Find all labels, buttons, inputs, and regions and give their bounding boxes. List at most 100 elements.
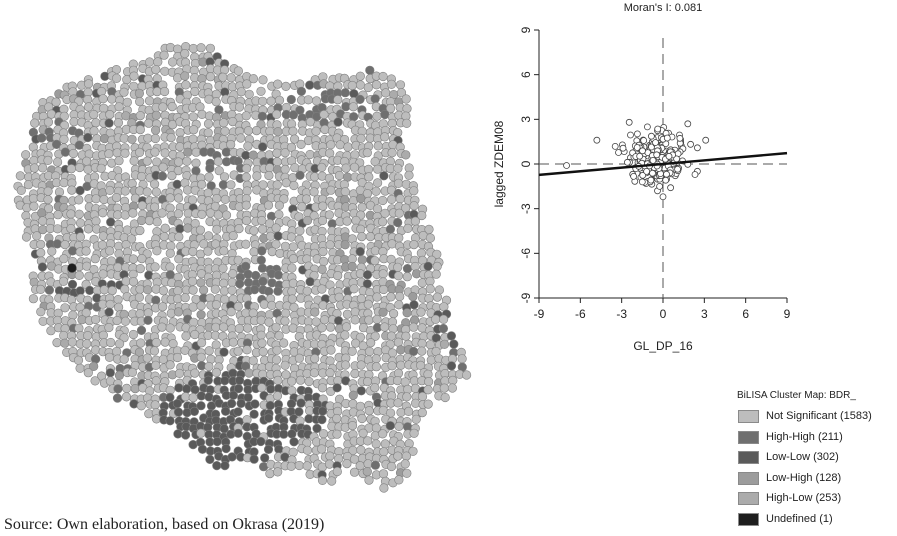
map-unit [107, 286, 117, 296]
map-unit [332, 429, 342, 439]
map-unit [423, 385, 433, 395]
map-unit [205, 72, 216, 82]
scatter-point [653, 151, 661, 159]
map-unit [423, 399, 433, 409]
map-unit [158, 102, 168, 112]
map-unit [59, 111, 69, 121]
map-unit [226, 180, 236, 190]
chart-title: Moran's I: 0.081 [624, 2, 703, 14]
map-unit [134, 292, 144, 302]
map-unit [90, 345, 101, 355]
map-unit [272, 109, 282, 119]
map-unit [104, 118, 114, 128]
map-unit [265, 163, 275, 173]
map-unit [122, 97, 132, 107]
x-tick-label: 3 [701, 307, 708, 321]
map-unit [325, 451, 335, 461]
map-unit [249, 454, 259, 464]
map-unit [249, 247, 259, 257]
map-unit [302, 215, 313, 226]
map-unit [98, 330, 108, 340]
map-unit [205, 163, 215, 173]
map-unit [135, 147, 145, 157]
map-unit [394, 300, 404, 310]
map-unit [252, 126, 262, 136]
map-unit [220, 461, 230, 471]
map-unit [350, 150, 360, 160]
map-unit [257, 338, 267, 348]
map-unit [242, 345, 252, 355]
map-unit [341, 322, 352, 332]
map-unit [287, 376, 297, 386]
map-unit [267, 247, 277, 257]
map-unit [173, 407, 184, 417]
map-unit [106, 256, 116, 266]
map-unit [251, 270, 261, 281]
map-unit [175, 142, 185, 152]
map-unit [226, 139, 236, 150]
map-unit [417, 278, 427, 288]
map-unit [173, 286, 183, 296]
map-unit [385, 421, 395, 431]
map-unit [311, 126, 321, 136]
scatter-point [663, 134, 671, 142]
map-unit [197, 179, 207, 189]
map-unit [309, 368, 320, 378]
map-unit [332, 466, 342, 477]
map-unit [274, 331, 284, 341]
map-unit [395, 194, 405, 204]
map-unit [189, 406, 199, 417]
map-unit [210, 284, 220, 294]
map-unit [289, 437, 299, 447]
map-unit [152, 246, 162, 256]
map-unit [386, 79, 397, 89]
map-unit [119, 133, 129, 143]
map-unit [425, 340, 436, 350]
y-tick-label: 9 [519, 26, 533, 33]
map-unit [98, 231, 108, 241]
scatter-point [633, 130, 641, 138]
map-unit [402, 264, 413, 274]
map-unit [395, 80, 406, 90]
map-unit [371, 439, 381, 449]
map-unit [83, 331, 93, 341]
map-unit [30, 118, 40, 128]
legend-swatch [738, 512, 759, 526]
map-unit [366, 338, 376, 348]
scatter-point [654, 125, 662, 133]
map-unit [106, 217, 116, 227]
scatter-point [630, 172, 638, 180]
map-unit [98, 94, 108, 104]
map-unit [160, 337, 170, 347]
legend-swatch [738, 471, 759, 485]
map-unit [286, 461, 296, 471]
map-unit [271, 239, 281, 249]
map-unit [128, 208, 138, 218]
map-unit [363, 82, 373, 93]
map-unit [287, 294, 297, 304]
map-unit [333, 117, 343, 127]
map-unit [137, 254, 147, 264]
map-unit [228, 390, 238, 400]
map-unit [43, 155, 53, 165]
map-unit [128, 254, 138, 264]
map-unit [426, 355, 436, 365]
map-unit [243, 323, 253, 333]
map-unit [236, 87, 246, 97]
map-unit [248, 356, 258, 366]
map-unit [294, 353, 305, 363]
map-unit [174, 157, 184, 167]
map-unit [128, 277, 139, 287]
map-unit [227, 452, 237, 462]
map-unit [236, 398, 246, 409]
map-unit [317, 264, 327, 275]
legend-label: Low-High (128) [766, 471, 842, 484]
map-unit [128, 329, 138, 340]
map-unit [151, 337, 161, 348]
map-unit [235, 279, 245, 289]
map-unit [206, 401, 217, 411]
map-unit [105, 299, 115, 310]
map-unit [227, 285, 237, 295]
map-unit [219, 347, 229, 357]
map-unit [47, 246, 57, 256]
